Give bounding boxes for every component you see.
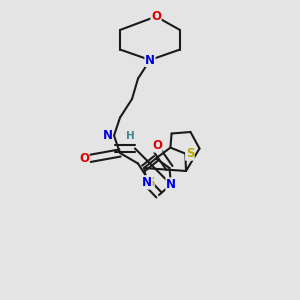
Text: H: H — [126, 130, 135, 141]
Text: N: N — [145, 53, 155, 67]
Text: O: O — [151, 10, 161, 23]
Text: S: S — [186, 147, 194, 160]
Text: N: N — [103, 129, 112, 142]
Text: N: N — [142, 176, 152, 189]
Text: N: N — [166, 178, 176, 191]
Text: O: O — [152, 139, 162, 152]
Text: S: S — [146, 176, 154, 189]
Text: O: O — [79, 152, 89, 165]
